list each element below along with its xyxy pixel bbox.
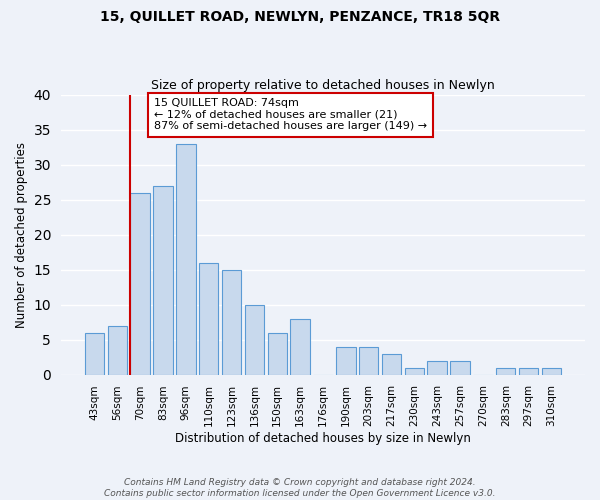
Bar [153, 186, 173, 374]
Bar [359, 346, 379, 374]
Text: Contains HM Land Registry data © Crown copyright and database right 2024.
Contai: Contains HM Land Registry data © Crown c… [104, 478, 496, 498]
X-axis label: Distribution of detached houses by size in Newlyn: Distribution of detached houses by size … [175, 432, 471, 445]
Bar [130, 192, 150, 374]
Bar [382, 354, 401, 374]
Bar [290, 318, 310, 374]
Bar [496, 368, 515, 374]
Bar [245, 304, 264, 374]
Bar [542, 368, 561, 374]
Bar [107, 326, 127, 374]
Title: Size of property relative to detached houses in Newlyn: Size of property relative to detached ho… [151, 79, 495, 92]
Bar [336, 346, 356, 374]
Bar [451, 360, 470, 374]
Bar [85, 332, 104, 374]
Bar [222, 270, 241, 374]
Text: 15 QUILLET ROAD: 74sqm
← 12% of detached houses are smaller (21)
87% of semi-det: 15 QUILLET ROAD: 74sqm ← 12% of detached… [154, 98, 427, 132]
Bar [268, 332, 287, 374]
Bar [404, 368, 424, 374]
Y-axis label: Number of detached properties: Number of detached properties [15, 142, 28, 328]
Text: 15, QUILLET ROAD, NEWLYN, PENZANCE, TR18 5QR: 15, QUILLET ROAD, NEWLYN, PENZANCE, TR18… [100, 10, 500, 24]
Bar [427, 360, 447, 374]
Bar [176, 144, 196, 374]
Bar [199, 262, 218, 374]
Bar [519, 368, 538, 374]
